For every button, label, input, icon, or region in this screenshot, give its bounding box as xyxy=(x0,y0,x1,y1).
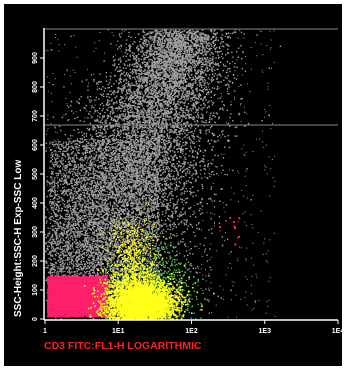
y-tick-label: 700 xyxy=(32,110,39,122)
events-layer xyxy=(45,29,282,321)
y-tick-label: 100 xyxy=(32,284,39,296)
y-tick-label: 0 xyxy=(32,317,39,321)
y-tick-label: 600 xyxy=(32,139,39,151)
x-tick-label: 1E1 xyxy=(112,328,125,335)
gray-events xyxy=(49,139,161,301)
x-tick-label: 1E3 xyxy=(259,328,272,335)
ticks-layer: 1 1E1 1E2 1E3 1E4 0 100 200 300 400 500 600 700 800 90… xyxy=(32,52,342,335)
y-tick-label: 500 xyxy=(32,168,39,180)
yellow-events xyxy=(83,260,215,321)
gray-events xyxy=(45,29,282,320)
y-tick-label: 300 xyxy=(32,226,39,238)
y-tick-label: 200 xyxy=(32,255,39,267)
y-tick-label: 900 xyxy=(32,52,39,64)
y-tick-label: 800 xyxy=(32,81,39,93)
yellow-events xyxy=(92,202,172,313)
red-events xyxy=(47,275,109,318)
x-tick-label: 1E4 xyxy=(332,328,342,335)
y-axis-label: SSC-Height:SSC-H Exp-SSC Low xyxy=(13,160,24,317)
scatter-plot: 1 1E1 1E2 1E3 1E4 0 100 200 300 400 500 600 700 800 90… xyxy=(13,28,342,352)
red-outliers xyxy=(219,217,241,246)
plot-frame: 1 1E1 1E2 1E3 1E4 0 100 200 300 400 500 600 700 800 90… xyxy=(4,4,342,366)
x-tick-label: 1 xyxy=(43,328,47,335)
y-tick-label: 400 xyxy=(32,197,39,209)
x-axis-label: CD3 FITC:FL1-H LOGARITHMIC xyxy=(44,340,202,352)
x-tick-label: 1E2 xyxy=(185,328,198,335)
